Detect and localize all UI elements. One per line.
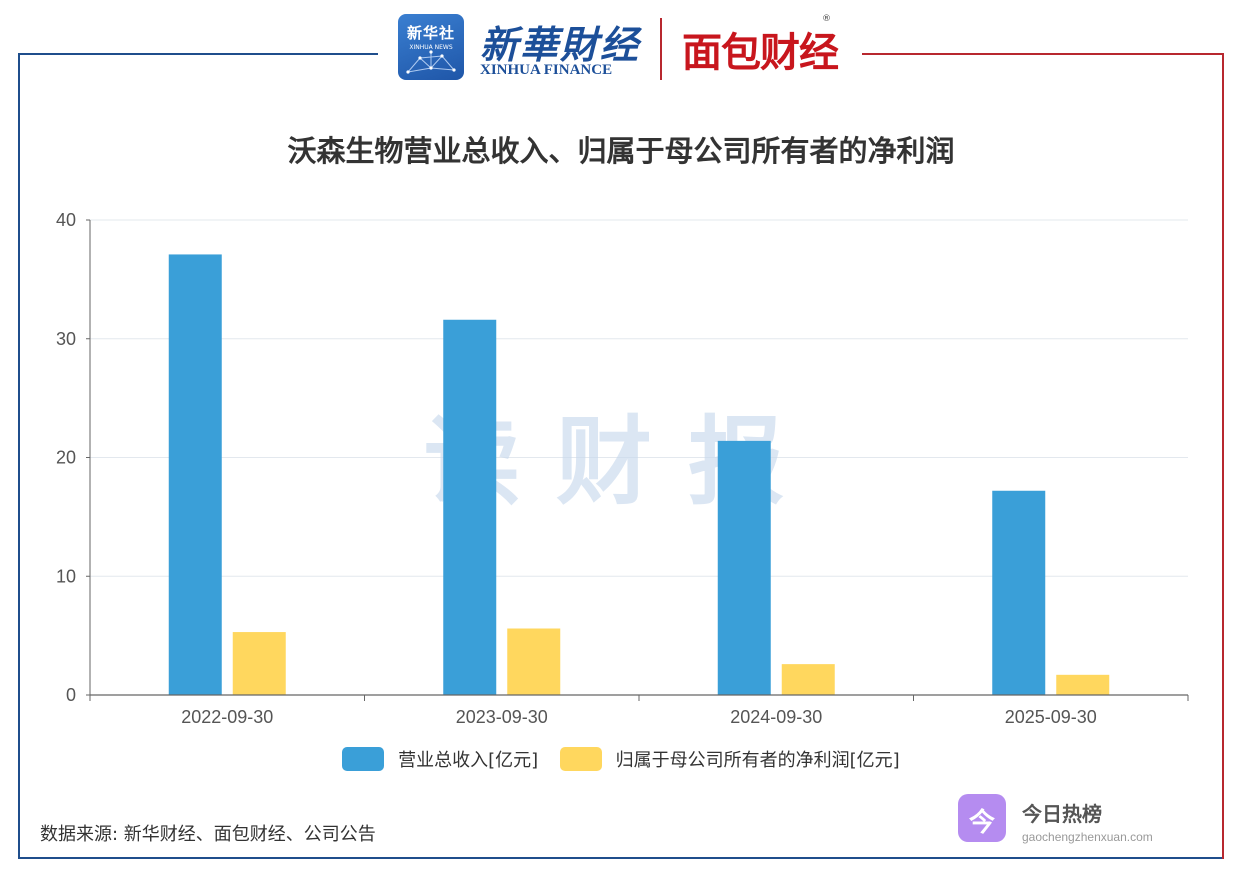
legend-label-revenue: 营业总收入[亿元] <box>398 750 539 771</box>
revenue-bar <box>992 490 1046 695</box>
xinhua-finance-logo-text: 新華財经 <box>480 22 641 67</box>
legend-item-revenue[interactable]: 营业总收入[亿元] <box>342 746 538 772</box>
header-logos: 新华社 XINHUA NEWS 新華財经 XINHUA FINANCE 面包财经… <box>398 12 848 84</box>
y-tick-label: 20 <box>56 448 76 468</box>
mianbao-finance-logo: 面包财经 <box>682 30 839 76</box>
x-tick-label: 2024-09-30 <box>730 707 822 727</box>
x-tick-labels: 2022-09-30 2023-09-30 2024-09-30 2025-09-30 <box>181 707 1097 727</box>
jinri-rebang-url: gaochengzhenxuan.com <box>1022 830 1153 844</box>
jinri-rebang-name: 今日热榜 <box>1022 802 1102 826</box>
bars <box>168 254 1110 695</box>
legend-swatch-revenue <box>342 747 385 771</box>
y-tick-labels: 0 10 20 30 40 <box>56 210 76 705</box>
data-source-note: 数据来源: 新华财经、面包财经、公司公告 <box>40 824 376 845</box>
legend-item-net-profit[interactable]: 归属于母公司所有者的净利润[亿元] <box>559 746 900 772</box>
legend-label-net-profit: 归属于母公司所有者的净利润[亿元] <box>615 750 900 771</box>
y-tick-label: 0 <box>66 685 76 705</box>
revenue-bar <box>443 319 497 695</box>
xinhua-badge-text: 新华社 <box>406 24 455 42</box>
net-profit-bar <box>507 628 561 695</box>
frame-border-bottom <box>18 857 1224 859</box>
logo-divider <box>660 18 662 80</box>
jinri-rebang-glyph: 今 <box>968 808 995 838</box>
legend-swatch-net-profit <box>559 747 602 771</box>
xinhua-news-logo: 新华社 XINHUA NEWS <box>398 14 464 80</box>
frame-border-top-left <box>18 53 378 55</box>
y-tick-label: 10 <box>56 566 76 586</box>
legend: 营业总收入[亿元] 归属于母公司所有者的净利润[亿元] <box>0 746 1242 772</box>
net-profit-bar <box>1056 674 1110 695</box>
x-tick-label: 2022-09-30 <box>181 707 273 727</box>
frame-border-top-right <box>862 53 1224 55</box>
net-profit-bar <box>781 664 835 695</box>
xinhua-badge-subtext: XINHUA NEWS <box>409 44 453 51</box>
x-tick-label: 2025-09-30 <box>1005 707 1097 727</box>
xinhua-finance-logo-subtext: XINHUA FINANCE <box>480 62 613 78</box>
chart-title: 沃森生物营业总收入、归属于母公司所有者的净利润 <box>287 134 955 168</box>
y-tick-label: 40 <box>56 210 76 230</box>
axes <box>86 219 1189 701</box>
revenue-bar <box>717 440 771 695</box>
jinri-rebang-logo-icon: 今 <box>958 794 1006 842</box>
network-icon <box>406 50 456 74</box>
y-tick-label: 30 <box>56 329 76 349</box>
frame-border-left <box>18 53 20 859</box>
x-tick-label: 2023-09-30 <box>456 707 548 727</box>
net-profit-bar <box>232 632 286 695</box>
frame-border-right <box>1222 53 1224 859</box>
registered-mark: ® <box>822 14 831 24</box>
revenue-bar <box>168 254 222 695</box>
